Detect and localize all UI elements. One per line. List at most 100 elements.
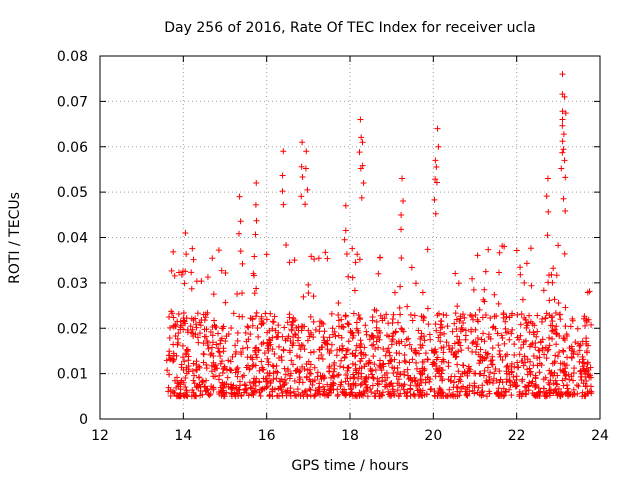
data-point bbox=[263, 316, 270, 323]
data-point bbox=[560, 195, 567, 202]
data-point bbox=[183, 391, 190, 398]
data-point bbox=[286, 349, 293, 356]
x-tick-label: 22 bbox=[508, 428, 526, 444]
data-point bbox=[433, 356, 440, 363]
data-point bbox=[416, 350, 423, 357]
data-point bbox=[433, 327, 440, 334]
data-point bbox=[234, 364, 241, 371]
data-point bbox=[270, 363, 277, 370]
data-point bbox=[379, 374, 386, 381]
data-point bbox=[367, 368, 374, 375]
data-point bbox=[520, 362, 527, 369]
data-point bbox=[286, 390, 293, 397]
x-tick-labels: 12 14 16 18 20 22 24 bbox=[91, 428, 609, 444]
data-point bbox=[416, 382, 423, 389]
data-point bbox=[331, 365, 338, 372]
data-point bbox=[316, 380, 323, 387]
data-point bbox=[588, 321, 595, 328]
data-point bbox=[371, 306, 378, 313]
data-point bbox=[403, 336, 410, 343]
data-point bbox=[388, 341, 395, 348]
data-point bbox=[347, 382, 354, 389]
data-point bbox=[207, 351, 214, 358]
data-point bbox=[418, 392, 425, 399]
data-point bbox=[513, 247, 520, 254]
data-point bbox=[370, 341, 377, 348]
data-point bbox=[417, 344, 424, 351]
data-point bbox=[308, 253, 315, 260]
data-point bbox=[417, 341, 424, 348]
data-point bbox=[520, 338, 527, 345]
data-point bbox=[545, 346, 552, 353]
data-point bbox=[553, 330, 560, 337]
data-point bbox=[310, 334, 317, 341]
data-point bbox=[328, 341, 335, 348]
data-point bbox=[188, 269, 195, 276]
data-point bbox=[457, 342, 464, 349]
data-point bbox=[235, 386, 242, 393]
data-point bbox=[358, 349, 365, 356]
data-point bbox=[542, 374, 549, 381]
data-point bbox=[296, 374, 303, 381]
data-point bbox=[167, 324, 174, 331]
data-point bbox=[499, 243, 506, 250]
data-point bbox=[419, 289, 426, 296]
data-point bbox=[191, 393, 198, 400]
data-point bbox=[242, 329, 249, 336]
data-point bbox=[302, 165, 309, 172]
data-point bbox=[460, 319, 467, 326]
data-point bbox=[501, 340, 508, 347]
data-point bbox=[420, 333, 427, 340]
data-point bbox=[477, 357, 484, 364]
data-point bbox=[506, 314, 513, 321]
y-tick-label: 0.07 bbox=[57, 94, 88, 110]
data-point bbox=[349, 274, 356, 281]
y-tick-label: 0.02 bbox=[57, 321, 88, 337]
data-point bbox=[190, 360, 197, 367]
data-point bbox=[570, 369, 577, 376]
data-point bbox=[543, 355, 550, 362]
data-point bbox=[169, 310, 176, 317]
data-point bbox=[205, 345, 212, 352]
data-point bbox=[222, 270, 229, 277]
data-point bbox=[555, 242, 562, 249]
data-point bbox=[420, 358, 427, 365]
data-point bbox=[219, 382, 226, 389]
data-point bbox=[240, 372, 247, 379]
data-point bbox=[480, 330, 487, 337]
data-point bbox=[181, 280, 188, 287]
data-point bbox=[560, 131, 567, 138]
data-point bbox=[298, 327, 305, 334]
data-point bbox=[185, 368, 192, 375]
data-point bbox=[489, 345, 496, 352]
data-point bbox=[194, 334, 201, 341]
data-point bbox=[174, 374, 181, 381]
data-point bbox=[562, 323, 569, 330]
data-point bbox=[287, 389, 294, 396]
data-point bbox=[358, 134, 365, 141]
data-point bbox=[394, 364, 401, 371]
data-point bbox=[306, 333, 313, 340]
data-point bbox=[575, 340, 582, 347]
data-point bbox=[536, 360, 543, 367]
data-point bbox=[517, 271, 524, 278]
data-point bbox=[465, 345, 472, 352]
data-point bbox=[209, 339, 216, 346]
data-point bbox=[331, 359, 338, 366]
data-point bbox=[408, 345, 415, 352]
data-point bbox=[252, 347, 259, 354]
data-point bbox=[484, 351, 491, 358]
data-point bbox=[407, 385, 414, 392]
data-point bbox=[398, 325, 405, 332]
data-point bbox=[301, 323, 308, 330]
data-point bbox=[449, 344, 456, 351]
data-point bbox=[379, 389, 386, 396]
data-point bbox=[285, 333, 292, 340]
data-point bbox=[561, 368, 568, 375]
data-point bbox=[326, 334, 333, 341]
data-point bbox=[271, 313, 278, 320]
data-point bbox=[210, 291, 217, 298]
data-point bbox=[448, 348, 455, 355]
data-point bbox=[481, 298, 488, 305]
data-point bbox=[400, 386, 407, 393]
